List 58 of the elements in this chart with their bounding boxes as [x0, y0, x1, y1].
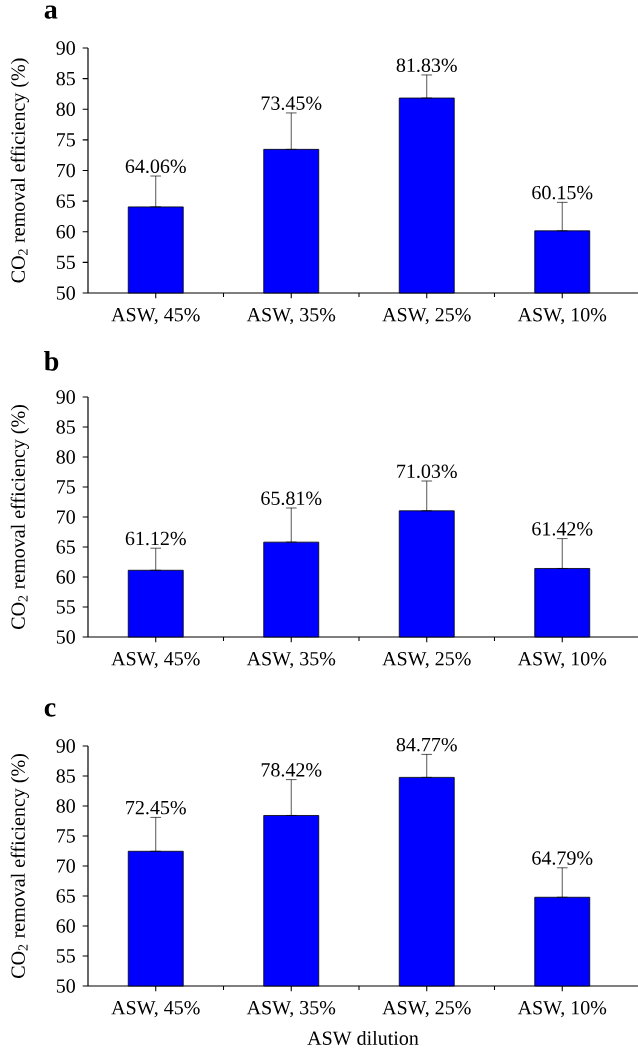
- data-label: 61.42%: [532, 522, 593, 536]
- data-label: 72.45%: [126, 800, 186, 815]
- x-tick-label: ASW, 45%: [111, 651, 200, 669]
- data-label: 64.06%: [125, 159, 186, 174]
- data-label: 81.83%: [396, 58, 457, 73]
- x-tick-label: ASW, 35%: [246, 1000, 336, 1018]
- x-tick-label: ASW, 45%: [111, 1000, 200, 1018]
- y-tick-label: 80: [56, 450, 75, 464]
- y-axis-title: CO$_{2}$ removal efficiency (%): [10, 58, 29, 283]
- x-tick-label: ASW, 25%: [382, 1000, 471, 1018]
- y-tick-label: 65: [56, 540, 75, 554]
- y-tick-label: 65: [56, 194, 75, 208]
- y-tick-label: 85: [56, 420, 75, 434]
- y-tick-label: 75: [57, 829, 75, 843]
- chart-title: a: [44, 5, 58, 19]
- x-tick-label: ASW, 10%: [517, 651, 607, 669]
- data-label: 64.79%: [532, 851, 593, 865]
- y-tick-label: 55: [56, 255, 75, 270]
- y-tick-label: 75: [57, 133, 75, 147]
- y-tick-label: 50: [56, 979, 75, 993]
- chart-title: b: [44, 351, 59, 371]
- x-tick-label: ASW, 25%: [382, 307, 471, 325]
- y-tick-label: 90: [56, 390, 75, 404]
- y-tick-label: 55: [56, 600, 75, 614]
- y-tick-label: 75: [57, 480, 75, 494]
- x-tick-label: ASW, 45%: [111, 307, 200, 325]
- y-tick-label: 50: [56, 630, 75, 644]
- y-tick-label: 60: [56, 570, 75, 584]
- y-tick-label: 70: [57, 859, 75, 873]
- y-tick-label: 85: [56, 769, 75, 783]
- y-tick-label: 90: [56, 41, 75, 55]
- y-tick-label: 50: [56, 286, 75, 300]
- x-tick-label: ASW, 10%: [517, 1000, 607, 1018]
- y-axis-title: CO$_{2}$ removal efficiency (%): [10, 405, 29, 629]
- data-label: 65.81%: [261, 491, 322, 506]
- y-tick-label: 90: [56, 739, 75, 753]
- data-label: 61.12%: [125, 531, 186, 546]
- x-tick-label: ASW, 35%: [246, 651, 336, 669]
- data-label: 71.03%: [397, 464, 457, 479]
- x-tick-label: ASW, 10%: [517, 307, 607, 325]
- y-tick-label: 70: [57, 163, 75, 178]
- data-label: 78.42%: [261, 763, 322, 777]
- y-axis-title: CO$_{2}$ removal efficiency (%): [10, 754, 29, 978]
- data-label: 60.15%: [532, 185, 593, 200]
- y-tick-label: 60: [56, 225, 75, 239]
- y-tick-label: 80: [56, 102, 75, 116]
- data-label: 73.45%: [261, 96, 322, 111]
- x-axis-title: ASW dilution: [307, 1030, 419, 1046]
- y-tick-label: 70: [57, 510, 75, 524]
- y-tick-label: 65: [56, 889, 75, 903]
- data-label: 84.77%: [396, 737, 457, 752]
- y-tick-label: 55: [56, 949, 75, 963]
- y-tick-label: 85: [56, 71, 75, 86]
- chart-title: c: [44, 703, 56, 717]
- y-tick-label: 60: [56, 919, 75, 933]
- y-tick-label: 80: [56, 799, 75, 813]
- x-tick-label: ASW, 35%: [246, 307, 336, 325]
- x-tick-label: ASW, 25%: [382, 651, 471, 669]
